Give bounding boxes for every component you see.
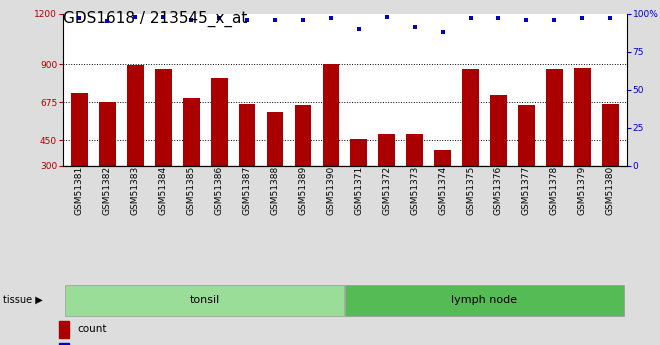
Text: GSM51387: GSM51387 [243,166,251,215]
Point [577,16,587,21]
Bar [211,78,228,166]
Bar [407,134,423,166]
Bar [59,321,69,337]
Bar [239,104,255,166]
Text: GSM51385: GSM51385 [187,166,196,215]
Point [409,25,420,30]
Text: GSM51375: GSM51375 [466,166,475,215]
Bar [294,105,312,166]
Bar [574,68,591,166]
Bar [71,93,88,166]
Point [74,16,84,21]
Point [493,16,504,21]
Text: GSM51371: GSM51371 [354,166,363,215]
Point [270,17,280,23]
Bar [267,112,283,166]
Point [130,14,141,20]
Point [605,16,616,21]
Text: GSM51378: GSM51378 [550,166,559,215]
Text: GSM51379: GSM51379 [578,166,587,215]
Text: GSM51377: GSM51377 [522,166,531,215]
Bar [462,69,479,166]
Point [549,17,560,23]
Text: lymph node: lymph node [451,295,517,305]
Point [465,16,476,21]
Text: GSM51381: GSM51381 [75,166,84,215]
Text: tissue ▶: tissue ▶ [3,295,43,305]
Bar [183,98,199,166]
Text: GSM51374: GSM51374 [438,166,447,215]
Point [186,17,197,23]
Point [354,26,364,32]
Text: GSM51376: GSM51376 [494,166,503,215]
Bar [127,65,144,166]
Point [214,16,224,21]
Bar [602,104,618,166]
Bar [323,63,339,166]
Point [298,17,308,23]
Text: GSM51388: GSM51388 [271,166,280,215]
Bar [155,69,172,166]
Text: GDS1618 / 213545_x_at: GDS1618 / 213545_x_at [63,10,247,27]
Text: GSM51382: GSM51382 [103,166,112,215]
FancyBboxPatch shape [65,285,345,316]
Point [325,16,336,21]
Point [102,19,113,24]
Point [438,29,448,35]
Bar [378,134,395,166]
Bar [350,139,367,166]
Bar [99,101,116,166]
Text: GSM51383: GSM51383 [131,166,140,215]
Point [381,14,392,20]
Bar [59,343,69,345]
Bar [546,69,563,166]
Text: count: count [77,324,107,334]
Point [521,17,532,23]
Text: GSM51386: GSM51386 [214,166,224,215]
Text: GSM51390: GSM51390 [327,166,335,215]
Point [158,14,168,20]
Bar [434,150,451,166]
Text: GSM51380: GSM51380 [606,166,614,215]
Text: GSM51372: GSM51372 [382,166,391,215]
Bar [518,105,535,166]
Point [242,17,252,23]
FancyBboxPatch shape [345,285,624,316]
Text: GSM51373: GSM51373 [410,166,419,215]
Bar [490,95,507,166]
Text: tonsil: tonsil [190,295,220,305]
Text: GSM51389: GSM51389 [298,166,308,215]
Text: GSM51384: GSM51384 [159,166,168,215]
